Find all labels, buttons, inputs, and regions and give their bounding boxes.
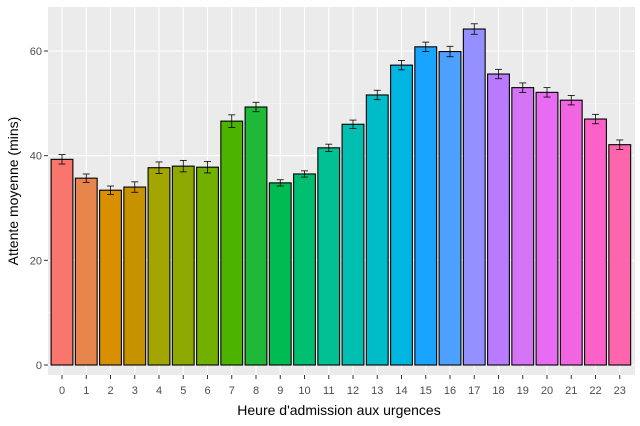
x-tick-label: 7: [229, 385, 235, 397]
bar-1: [74, 177, 98, 366]
error-bar-23: [616, 139, 624, 150]
bar-18: [487, 73, 510, 366]
error-bar-12: [349, 119, 357, 129]
error-bar-20: [543, 87, 551, 98]
error-bar-7: [228, 114, 236, 128]
bar-10: [293, 173, 316, 366]
x-tick-label: 13: [371, 385, 383, 397]
x-tick-label: 14: [395, 385, 407, 397]
error-bar-1: [82, 173, 90, 183]
error-bar-8: [252, 101, 260, 113]
x-tick-label: 23: [614, 385, 626, 397]
bar-23: [608, 144, 632, 366]
error-bars: [58, 23, 624, 195]
error-bar-18: [495, 68, 502, 80]
bar-21: [559, 99, 583, 366]
error-bar-22: [592, 113, 599, 125]
error-bar-11: [325, 143, 333, 152]
x-axis-title: Heure d'admission aux urgences: [237, 402, 440, 418]
x-tick-label: 8: [253, 385, 259, 397]
bar-19: [511, 87, 535, 366]
error-bar-6: [204, 161, 211, 174]
bar-16: [438, 50, 462, 366]
error-bar-17: [470, 23, 478, 35]
x-tick-label: 6: [204, 385, 210, 397]
y-tick-label: 20: [30, 255, 42, 267]
bar-2: [99, 189, 122, 366]
x-tick-label: 19: [517, 385, 529, 397]
x-tick-label: 15: [420, 385, 432, 397]
bar-12: [341, 123, 365, 366]
x-tick-label: 18: [492, 385, 504, 397]
x-tick-label: 9: [277, 385, 283, 397]
bar-15: [414, 46, 438, 366]
bar-9: [268, 182, 292, 366]
y-tick-label: 0: [36, 360, 42, 372]
x-tick-label: 11: [323, 385, 334, 397]
x-tick-label: 16: [444, 385, 456, 397]
bar-4: [147, 167, 171, 366]
bar-8: [244, 106, 268, 366]
error-bar-3: [131, 181, 139, 193]
y-axis: 0 20 40 60: [30, 46, 48, 372]
y-tick-label: 60: [30, 46, 42, 58]
x-tick-label: 5: [180, 385, 186, 397]
x-tick-label: 17: [468, 385, 480, 397]
error-bar-16: [446, 45, 454, 58]
x-tick-label: 3: [132, 385, 138, 397]
bar-5: [171, 165, 195, 366]
bar-20: [535, 91, 559, 366]
error-bar-2: [107, 185, 114, 195]
x-tick-label: 4: [156, 385, 162, 397]
bar-0: [50, 158, 74, 366]
error-bar-0: [58, 154, 66, 165]
x-tick-label: 20: [541, 385, 553, 397]
error-bar-13: [373, 89, 381, 101]
x-tick-label: 1: [83, 385, 89, 397]
bar-11: [317, 147, 341, 366]
bar-17: [462, 28, 486, 366]
x-tick-label: 12: [347, 385, 359, 397]
error-bar-15: [422, 41, 430, 52]
error-bar-21: [567, 95, 575, 106]
x-tick-label: 22: [589, 385, 601, 397]
bar-3: [123, 186, 147, 366]
error-bar-19: [519, 82, 527, 93]
x-tick-label: 0: [59, 385, 65, 397]
y-axis-title: Attente moyenne (mins): [5, 117, 21, 266]
x-axis: 0 1 2 3 4 5 6 7 8 9 10 11 12 13 14 15 16 17 18 19 20 21 22 23: [59, 375, 626, 397]
error-bar-4: [155, 161, 163, 174]
error-bar-10: [301, 170, 308, 178]
error-bar-14: [398, 60, 405, 71]
bar-22: [584, 118, 607, 366]
bars: [50, 28, 632, 366]
bar-14: [390, 64, 413, 366]
error-bar-5: [179, 159, 187, 173]
bar-6: [196, 166, 219, 366]
x-tick-label: 21: [565, 385, 577, 397]
error-bar-9: [276, 179, 284, 187]
bar-13: [365, 94, 389, 366]
y-tick-label: 40: [30, 151, 42, 163]
x-tick-label: 10: [298, 385, 310, 397]
x-tick-label: 2: [107, 385, 113, 397]
bar-7: [220, 120, 244, 366]
